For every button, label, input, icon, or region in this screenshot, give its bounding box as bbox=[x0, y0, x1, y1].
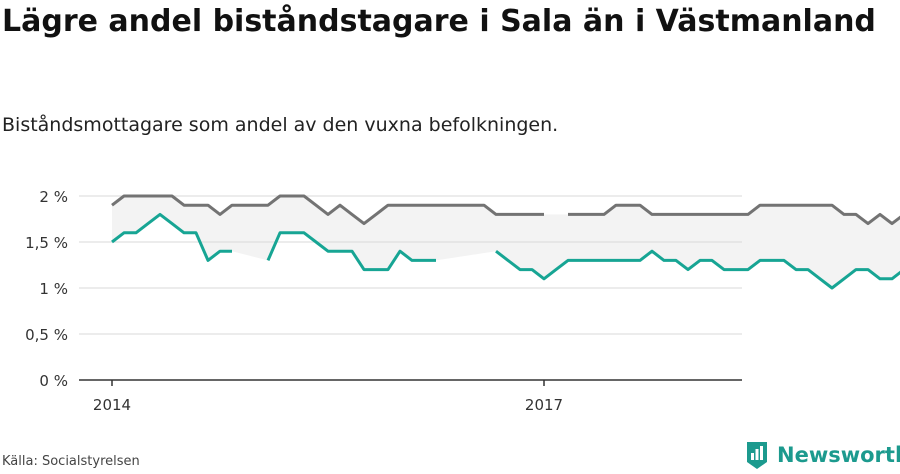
series-line-vastmanland bbox=[111, 194, 544, 226]
x-tick-label: 2017 bbox=[525, 396, 563, 414]
brand-logo[interactable]: Newsworthy bbox=[745, 440, 900, 470]
series-line-sala bbox=[495, 249, 900, 290]
y-tick-label: 1 % bbox=[39, 280, 68, 298]
y-tick-label: 0 % bbox=[39, 372, 68, 390]
chart-subtitle: Biståndsmottagare som andel av den vuxna… bbox=[2, 114, 559, 136]
chart-title: Lägre andel biståndstagare i Sala än i V… bbox=[2, 4, 876, 39]
newsworthy-logo-icon bbox=[747, 442, 767, 469]
series-line-vastmanland bbox=[568, 203, 900, 226]
source-note: Källa: Socialstyrelsen bbox=[2, 454, 140, 469]
y-tick-label: 1,5 % bbox=[25, 234, 68, 252]
x-tick-label: 2014 bbox=[93, 396, 131, 414]
series-line-sala bbox=[111, 212, 232, 262]
brand-name: Newsworthy bbox=[777, 443, 900, 467]
series-line-sala bbox=[266, 231, 436, 272]
y-tick-label: 2 % bbox=[39, 188, 68, 206]
y-tick-label: 0,5 % bbox=[25, 326, 68, 344]
